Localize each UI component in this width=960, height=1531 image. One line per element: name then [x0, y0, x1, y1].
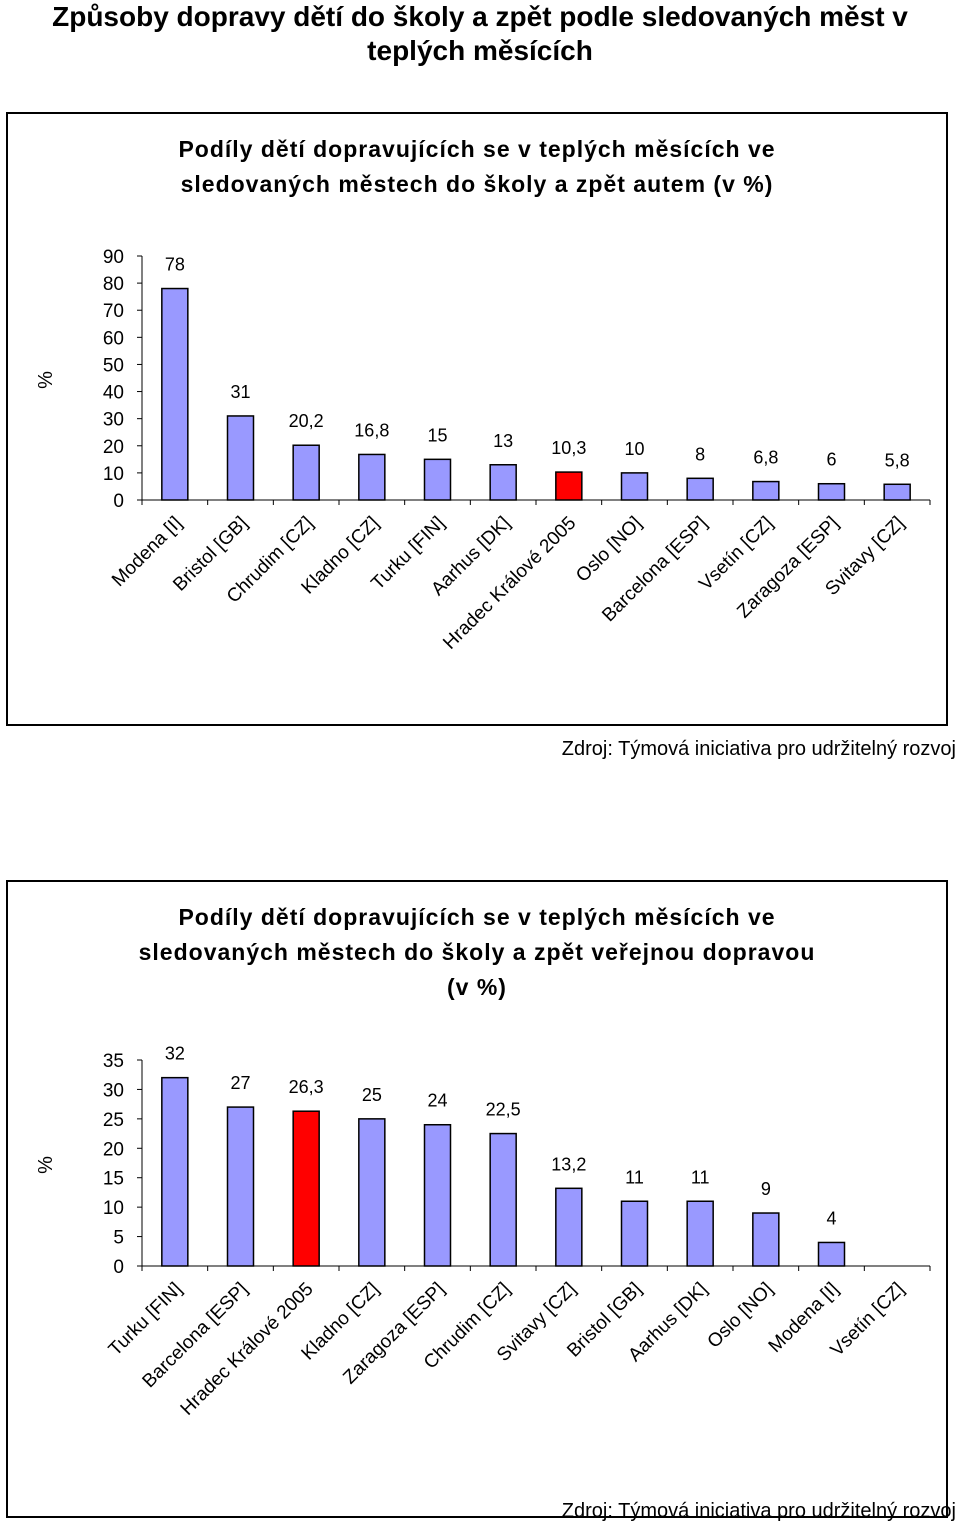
data-label: 13,2 [551, 1154, 586, 1174]
y-tick-label: 90 [103, 247, 124, 268]
y-axis-title: % [35, 371, 57, 389]
bar [817, 482, 846, 501]
bar [423, 1123, 452, 1267]
y-tick-label: 60 [103, 328, 124, 349]
chart-title-public-transport: Podíly dětí dopravujících se v teplých m… [138, 904, 816, 1000]
data-label: 8 [695, 444, 705, 464]
data-label: 26,3 [289, 1077, 324, 1097]
bar [620, 472, 649, 501]
data-label: 5,8 [885, 450, 910, 470]
y-tick-label: 20 [103, 1139, 124, 1160]
bar [752, 480, 780, 501]
bar [161, 1076, 189, 1267]
category-label: Hradec Králové 2005 [177, 1279, 318, 1420]
y-tick-label: 35 [103, 1051, 124, 1072]
y-tick-label: 10 [103, 464, 124, 485]
data-label: 22,5 [486, 1100, 521, 1120]
chart-panel-public-transport: Podíly dětí dopravujících se v teplých m… [6, 880, 948, 1518]
bar [292, 1110, 320, 1267]
y-tick-label: 10 [103, 1198, 124, 1219]
y-axis-title: % [35, 1156, 57, 1174]
data-label: 20,2 [289, 411, 324, 431]
data-label: 6,8 [753, 448, 778, 468]
y-tick-label: 0 [113, 1257, 124, 1278]
bar [489, 1132, 517, 1267]
bar [358, 1118, 386, 1267]
page-title: Způsoby dopravy dětí do školy a zpět pod… [52, 1, 908, 66]
bar [226, 1106, 255, 1267]
data-label: 27 [230, 1073, 250, 1093]
bar [161, 287, 189, 501]
source-note-car: Zdroj: Týmová iniciativa pro udržitelný … [561, 738, 956, 760]
y-tick-label: 40 [103, 383, 124, 404]
y-tick-label: 50 [103, 355, 124, 376]
data-label: 11 [625, 1167, 644, 1187]
bar [489, 464, 517, 501]
bar [292, 444, 320, 501]
data-label: 24 [427, 1091, 447, 1111]
bar [423, 458, 452, 501]
bar [817, 1241, 846, 1267]
data-label: 78 [165, 255, 185, 275]
bar [686, 477, 714, 501]
data-label: 10 [624, 439, 644, 459]
data-label: 16,8 [354, 420, 389, 440]
y-tick-label: 25 [103, 1110, 124, 1131]
y-tick-label: 70 [103, 301, 124, 322]
data-label: 11 [691, 1167, 710, 1187]
data-label: 6 [826, 450, 836, 470]
data-label: 15 [427, 425, 447, 445]
bar [555, 1187, 583, 1267]
source-note-public-transport: Zdroj: Týmová iniciativa pro udržitelný … [561, 1500, 956, 1522]
data-label: 25 [362, 1085, 382, 1105]
y-tick-label: 30 [103, 410, 124, 431]
y-tick-label: 20 [103, 437, 124, 458]
bar [555, 471, 583, 501]
y-tick-label: 15 [103, 1169, 124, 1190]
data-label: 10,3 [551, 438, 586, 458]
data-label: 4 [826, 1208, 836, 1228]
bar [883, 483, 911, 501]
y-tick-label: 80 [103, 274, 124, 295]
y-tick-label: 5 [113, 1228, 124, 1249]
data-label: 31 [230, 382, 250, 402]
bar [226, 415, 255, 501]
data-label: 13 [493, 431, 513, 451]
bar [358, 453, 386, 501]
y-tick-label: 0 [113, 491, 124, 512]
data-label: 9 [761, 1179, 771, 1199]
data-label: 32 [165, 1044, 185, 1064]
bar [752, 1212, 780, 1267]
chart-title-car: Podíly dětí dopravujících se v teplých m… [178, 136, 776, 197]
y-tick-label: 30 [103, 1080, 124, 1101]
bar [620, 1200, 649, 1267]
bar [686, 1200, 714, 1267]
